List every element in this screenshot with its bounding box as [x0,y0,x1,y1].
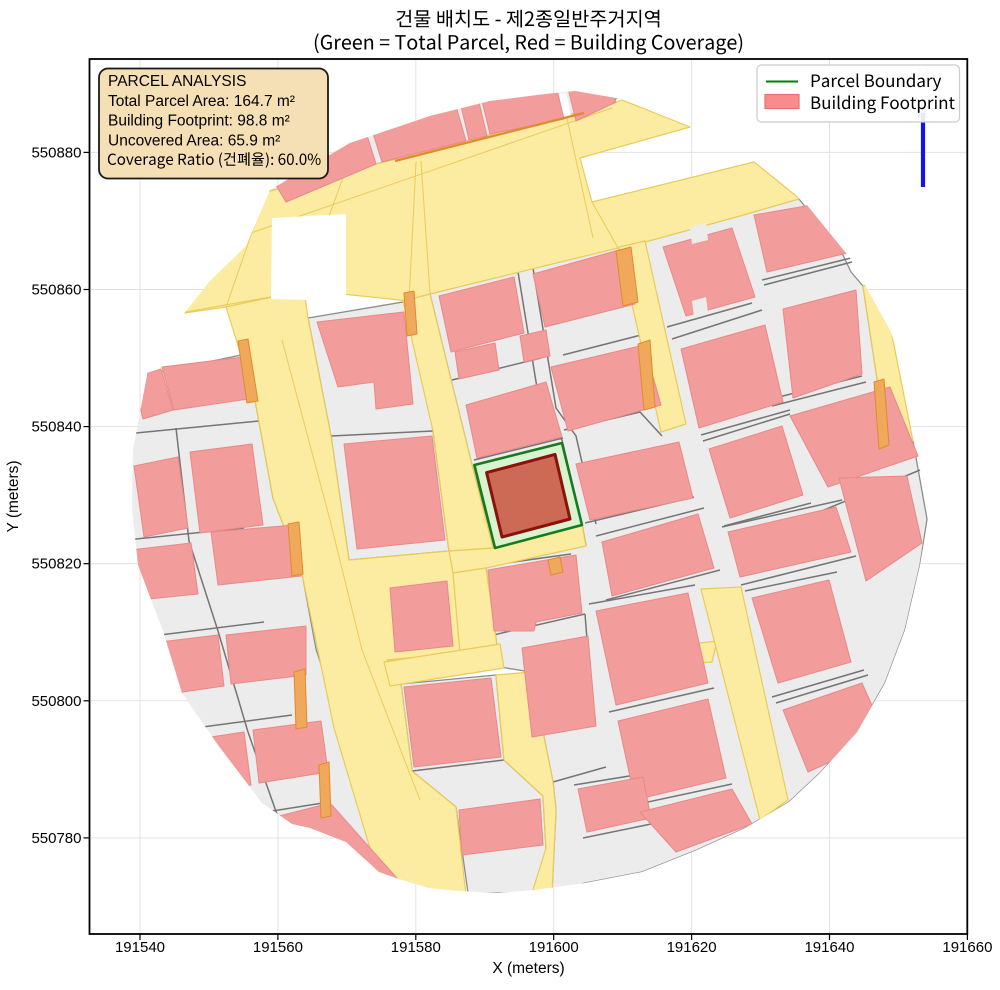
svg-text:191600: 191600 [529,939,579,956]
svg-text:550840: 550840 [31,419,81,436]
svg-text:Y (meters): Y (meters) [5,460,22,532]
svg-text:191560: 191560 [253,939,303,956]
svg-text:PARCEL ANALYSIS: PARCEL ANALYSIS [108,73,246,90]
svg-text:X (meters): X (meters) [492,960,564,977]
svg-text:550860: 550860 [31,282,81,299]
svg-text:191640: 191640 [804,939,854,956]
svg-text:550780: 550780 [31,830,81,847]
svg-text:550800: 550800 [31,693,81,710]
svg-text:Building Footprint: 98.8 m²: Building Footprint: 98.8 m² [108,113,290,130]
svg-text:550880: 550880 [31,144,81,161]
svg-text:191620: 191620 [667,939,717,956]
svg-text:191580: 191580 [391,939,441,956]
svg-text:191540: 191540 [115,939,165,956]
svg-text:Total Parcel Area: 164.7 m²: Total Parcel Area: 164.7 m² [108,93,295,110]
svg-text:550820: 550820 [31,556,81,573]
svg-text:Uncovered Area: 65.9 m²: Uncovered Area: 65.9 m² [108,132,280,149]
svg-text:191660: 191660 [942,939,992,956]
